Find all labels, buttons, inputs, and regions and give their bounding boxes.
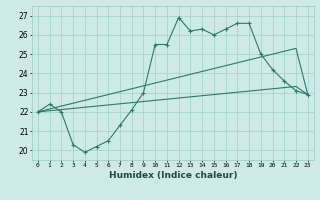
X-axis label: Humidex (Indice chaleur): Humidex (Indice chaleur) [108, 171, 237, 180]
